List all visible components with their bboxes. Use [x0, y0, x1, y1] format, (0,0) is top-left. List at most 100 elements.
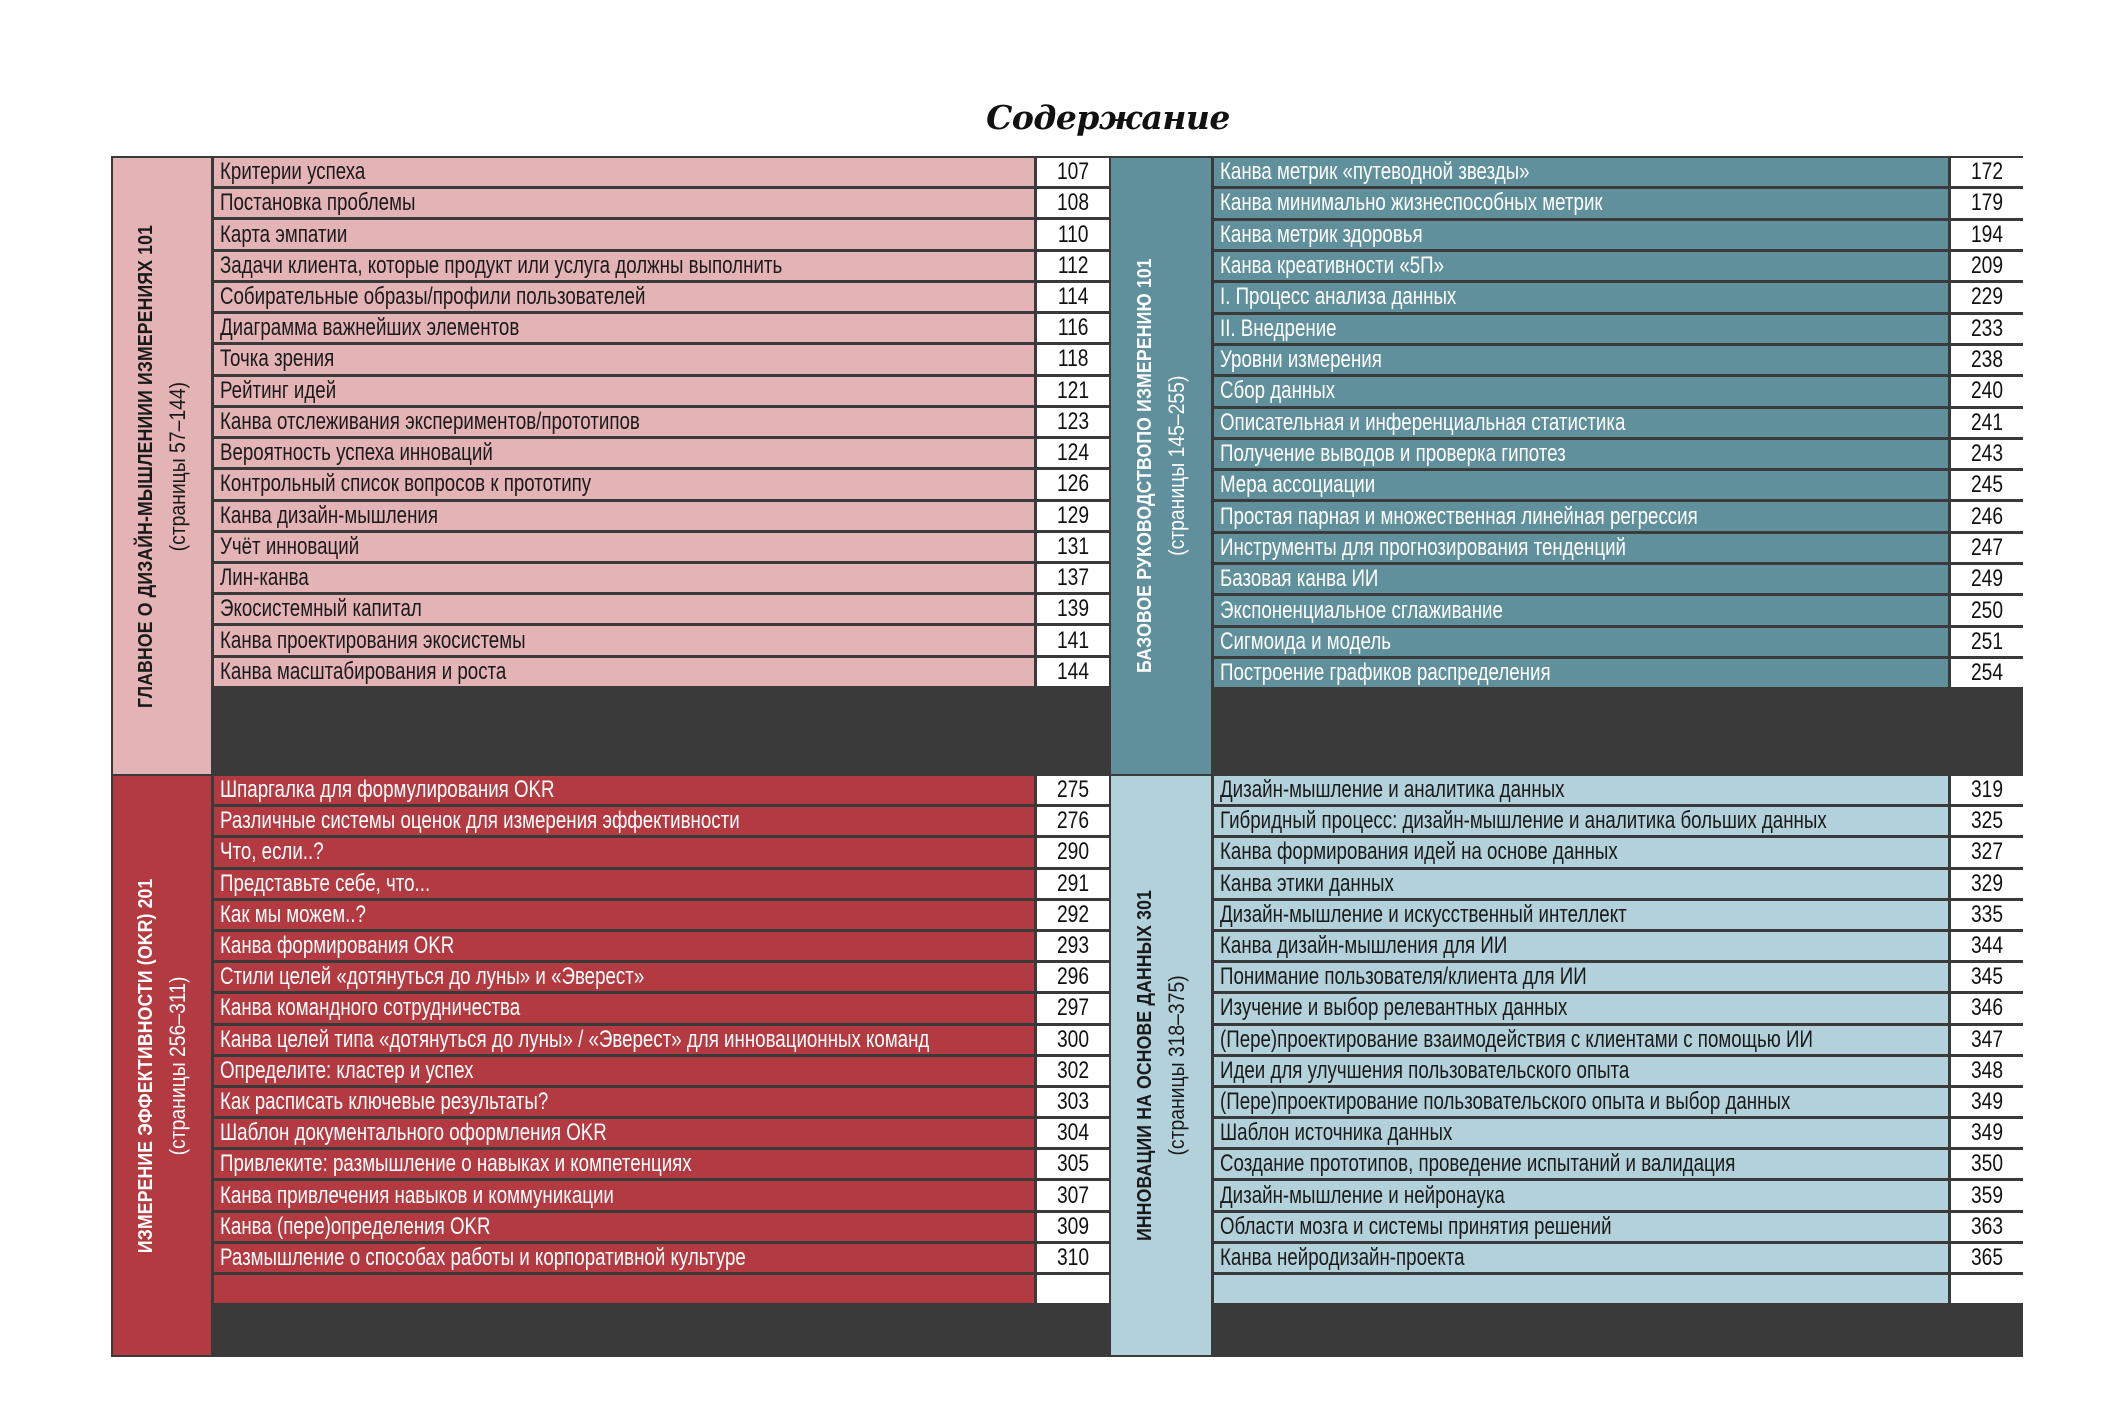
toc-entry-title[interactable]: Канва отслеживания экспериментов/прототи… — [214, 407, 1034, 437]
toc-entry-title[interactable]: Канва креативности «5П» — [1214, 251, 1948, 281]
toc-entry-title[interactable]: Шаблон источника данных — [1214, 1119, 1948, 1148]
toc-entry-title[interactable]: Построение графиков распределения — [1214, 659, 1948, 688]
toc-entry-title[interactable]: I. Процесс анализа данных — [1214, 283, 1948, 312]
toc-entry-title[interactable]: Канва масштабирования и роста — [214, 657, 1034, 686]
toc-entry-page: 247 — [1951, 533, 2023, 563]
toc-entry-page: 300 — [1037, 1025, 1109, 1054]
entry-page-number: 300 — [1056, 1025, 1090, 1053]
toc-entry-title[interactable]: Канва дизайн-мышления для ИИ — [1214, 931, 1948, 961]
toc-entry-title[interactable]: Критерии успеха — [214, 158, 1034, 187]
toc-entry-title[interactable]: Сигмоида и модель — [1214, 627, 1948, 657]
toc-entry-title[interactable]: Привлеките: размышление о навыках и комп… — [214, 1150, 1034, 1179]
toc-entry-title[interactable]: Диаграмма важнейших элементов — [214, 314, 1034, 343]
entry-page-number: 329 — [1970, 869, 2004, 897]
entry-page-number: 344 — [1970, 932, 2004, 960]
toc-entry-page: 114 — [1037, 282, 1109, 312]
toc-entry-title[interactable]: Экосистемный капитал — [214, 595, 1034, 624]
toc-entry-title[interactable]: Сбор данных — [1214, 377, 1948, 406]
toc-entry-title[interactable]: Шпаргалка для формулирования OKR — [214, 776, 1034, 805]
entry-title-text: Дизайн-мышление и нейронаука — [1220, 1181, 1505, 1209]
toc-entry-title[interactable]: Различные системы оценок для измерения э… — [214, 807, 1034, 836]
toc-entry-title[interactable]: Канва целей типа «дотянуться до луны» / … — [214, 1025, 1034, 1054]
entry-page-number: 172 — [1970, 158, 2004, 186]
toc-entry-title[interactable]: Канва формирования идей на основе данных — [1214, 838, 1948, 867]
toc-entry-title[interactable]: Канва метрик «путеводной звезды» — [1214, 158, 1948, 187]
section-pages: (страницы 318–375) — [1164, 975, 1189, 1156]
toc-entry-title[interactable]: Собирательные образы/профили пользовател… — [214, 282, 1034, 312]
toc-entry-title[interactable]: Мера ассоциации — [1214, 471, 1948, 500]
entry-page-number: 240 — [1970, 377, 2004, 405]
toc-entry-title[interactable]: Учёт инноваций — [214, 532, 1034, 561]
toc-entry-page: 293 — [1037, 931, 1109, 961]
entry-page-number: 247 — [1970, 533, 2004, 561]
entry-title-text: Шпаргалка для формулирования OKR — [220, 776, 555, 804]
toc-entry-title[interactable]: Канва привлечения навыков и коммуникации — [214, 1181, 1034, 1210]
toc-entry-title[interactable]: Области мозга и системы принятия решений — [1214, 1212, 1948, 1241]
toc-entry-title[interactable]: Канва командного сотрудничества — [214, 994, 1034, 1023]
toc-entry-title[interactable]: Инструменты для прогнозирования тенденци… — [1214, 533, 1948, 563]
toc-entry-title[interactable]: Понимание пользователя/клиента для ИИ — [1214, 963, 1948, 992]
toc-entry-title[interactable]: Изучение и выбор релевантных данных — [1214, 994, 1948, 1023]
toc-entry-title[interactable]: Канва (пере)определения OKR — [214, 1212, 1034, 1241]
toc-entry-title[interactable]: Как мы можем..? — [214, 900, 1034, 929]
toc-entry-title[interactable]: Канва формирования OKR — [214, 931, 1034, 961]
toc-entry-title[interactable]: Рейтинг идей — [214, 376, 1034, 405]
entry-page-number: 291 — [1056, 869, 1090, 897]
toc-entry-title[interactable]: Карта эмпатии — [214, 220, 1034, 249]
toc-entry-title[interactable]: Создание прототипов, проведение испытани… — [1214, 1150, 1948, 1179]
entry-title-text: Простая парная и множественная линейная … — [1220, 502, 1698, 530]
toc-entry-page: 290 — [1037, 838, 1109, 867]
toc-entry-title[interactable]: Канва дизайн-мышления — [214, 501, 1034, 530]
toc-entry-title[interactable]: Задачи клиента, которые продукт или услу… — [214, 251, 1034, 280]
toc-entry-title[interactable]: Вероятность успеха инноваций — [214, 439, 1034, 468]
toc-entry-title[interactable]: Базовая канва ИИ — [1214, 565, 1948, 594]
toc-entry-title[interactable]: (Пере)проектирование пользовательского о… — [1214, 1087, 1948, 1117]
entry-title-text: Стили целей «дотянуться до луны» и «Эвер… — [220, 963, 645, 991]
toc-entry-title[interactable]: Простая парная и множественная линейная … — [1214, 502, 1948, 531]
toc-entry-title[interactable]: Дизайн-мышление и аналитика данных — [1214, 776, 1948, 805]
toc-entry-page: 124 — [1037, 439, 1109, 468]
toc-entry-title[interactable]: Гибридный процесс: дизайн-мышление и ана… — [1214, 807, 1948, 836]
toc-entry-title[interactable]: Получение выводов и проверка гипотез — [1214, 439, 1948, 469]
entry-title-text: Постановка проблемы — [220, 189, 416, 217]
toc-entry-title[interactable]: Стили целей «дотянуться до луны» и «Эвер… — [214, 963, 1034, 992]
toc-entry-page: 131 — [1037, 532, 1109, 561]
toc-entry-title[interactable]: Экспоненциальное сглаживание — [1214, 596, 1948, 625]
toc-entry-title[interactable]: Что, если..? — [214, 838, 1034, 867]
entry-title-text: Задачи клиента, которые продукт или услу… — [220, 251, 783, 279]
toc-entry-title[interactable]: Шаблон документального оформления OKR — [214, 1119, 1034, 1148]
toc-entry-title[interactable]: Лин-канва — [214, 564, 1034, 593]
toc-entry-title[interactable]: Уровни измерения — [1214, 345, 1948, 375]
entry-page-number: 296 — [1056, 963, 1090, 991]
toc-entry-page: 233 — [1951, 314, 2023, 343]
entry-page-number: 121 — [1056, 376, 1090, 404]
toc-entry-title[interactable]: Идеи для улучшения пользовательского опы… — [1214, 1056, 1948, 1085]
toc-entry-title[interactable]: Описательная и инференциальная статистик… — [1214, 408, 1948, 437]
toc-entry-title[interactable]: (Пере)проектирование взаимодействия с кл… — [1214, 1025, 1948, 1054]
toc-entry-title[interactable]: Размышление о способах работы и корпорат… — [214, 1243, 1034, 1273]
toc-entry-title[interactable]: Канва минимально жизнеспособных метрик — [1214, 189, 1948, 218]
entry-title-text: Экспоненциальное сглаживание — [1220, 596, 1503, 624]
entry-page-number: 305 — [1056, 1150, 1090, 1178]
entry-page-number: 275 — [1056, 776, 1090, 804]
toc-entry-title[interactable]: Канва этики данных — [1214, 869, 1948, 898]
toc-entry-title[interactable]: Постановка проблемы — [214, 189, 1034, 218]
section-pages: (страницы 256–311) — [165, 976, 190, 1155]
toc-entry-title[interactable]: Определите: кластер и успех — [214, 1056, 1034, 1085]
toc-entry-title[interactable]: Канва нейродизайн-проекта — [1214, 1243, 1948, 1273]
toc-entry-title[interactable]: Точка зрения — [214, 345, 1034, 374]
entry-page-number: 123 — [1056, 407, 1090, 435]
toc-entry-title[interactable]: Представьте себе, что... — [214, 869, 1034, 898]
entry-title-text: Критерии успеха — [220, 158, 366, 186]
toc-entry-page: 344 — [1951, 931, 2023, 961]
toc-entry-title[interactable]: II. Внедрение — [1214, 314, 1948, 343]
toc-entry-title[interactable]: Контрольный список вопросов к прототипу — [214, 470, 1034, 499]
toc-entry-title[interactable]: Как расписать ключевые результаты? — [214, 1087, 1034, 1117]
toc-entry-page: 307 — [1037, 1181, 1109, 1210]
toc-entry-title[interactable]: Канва метрик здоровья — [1214, 220, 1948, 249]
toc-entry-title[interactable]: Дизайн-мышление и искусственный интеллек… — [1214, 900, 1948, 929]
toc-entry-title[interactable]: Дизайн-мышление и нейронаука — [1214, 1181, 1948, 1210]
entry-page-number: 251 — [1970, 627, 2004, 655]
toc-entry-title[interactable]: Канва проектирования экосистемы — [214, 626, 1034, 655]
toc-entry-page: 276 — [1037, 807, 1109, 836]
